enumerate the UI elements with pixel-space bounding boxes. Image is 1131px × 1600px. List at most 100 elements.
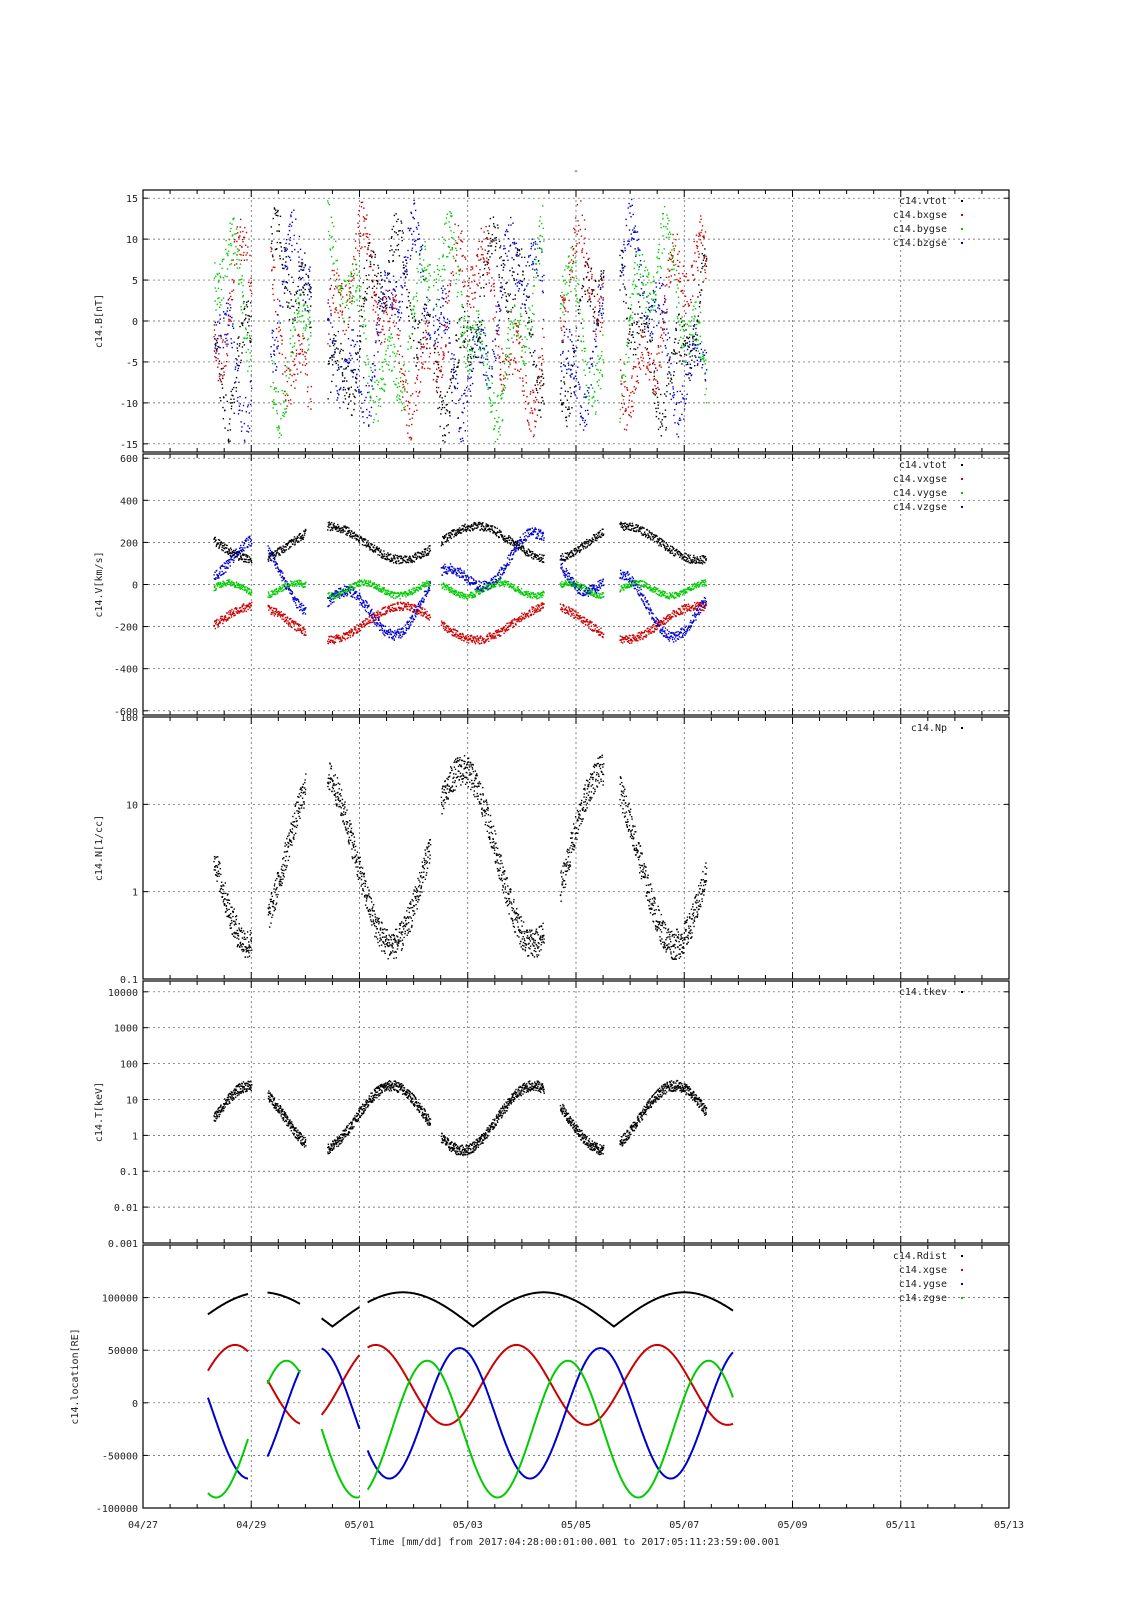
data-point — [237, 337, 239, 339]
y-tick-label: 0 — [132, 317, 138, 328]
data-point — [367, 391, 369, 394]
data-point — [403, 256, 406, 258]
data-point — [375, 275, 378, 278]
data-point — [278, 230, 281, 233]
data-point — [289, 239, 291, 242]
data-point — [338, 368, 340, 370]
data-point — [473, 335, 475, 337]
data-point — [666, 354, 668, 357]
data-point — [304, 252, 306, 254]
data-point — [664, 301, 666, 303]
data-point — [631, 334, 634, 336]
data-point — [395, 377, 398, 380]
data-point — [493, 285, 495, 288]
data-point — [562, 300, 564, 302]
data-point — [601, 374, 603, 376]
data-point — [238, 336, 240, 338]
data-point — [273, 279, 276, 281]
data-point — [240, 421, 242, 423]
data-point — [568, 368, 570, 370]
data-point — [621, 377, 623, 379]
data-point — [600, 312, 602, 315]
data-point — [448, 221, 450, 223]
data-point — [471, 347, 473, 350]
data-point — [667, 332, 669, 334]
data-point — [230, 580, 233, 583]
data-point — [594, 346, 597, 348]
data-point — [358, 233, 360, 235]
data-point — [653, 291, 655, 293]
data-point — [570, 376, 572, 378]
data-point — [662, 284, 664, 286]
data-point — [635, 366, 637, 368]
data-point — [338, 278, 341, 281]
data-point — [563, 364, 565, 366]
data-point — [658, 243, 660, 246]
data-point — [415, 226, 418, 229]
data-point — [577, 220, 579, 222]
data-point — [590, 277, 593, 280]
data-point — [591, 365, 594, 367]
data-point — [580, 406, 583, 408]
data-point — [487, 267, 490, 269]
data-point — [226, 550, 229, 553]
data-point — [563, 383, 566, 385]
data-point — [442, 254, 444, 256]
data-point — [247, 246, 249, 248]
data-point — [249, 606, 251, 608]
data-point — [243, 560, 246, 563]
data-point — [639, 368, 642, 370]
data-point — [508, 310, 510, 313]
data-point — [394, 383, 396, 385]
data-point — [411, 233, 413, 235]
data-point — [520, 335, 522, 337]
data-point — [582, 285, 585, 288]
data-point — [466, 358, 469, 361]
data-point — [403, 406, 405, 409]
data-point — [340, 285, 342, 288]
data-point — [645, 284, 647, 286]
data-point — [370, 256, 373, 259]
data-point — [281, 389, 283, 392]
data-point — [304, 300, 307, 303]
data-point — [597, 355, 599, 357]
data-point — [399, 398, 401, 401]
data-point — [641, 354, 644, 356]
data-point — [397, 249, 400, 251]
data-point — [452, 237, 454, 239]
data-point — [293, 345, 295, 347]
data-point — [416, 300, 419, 302]
data-point — [214, 300, 216, 302]
data-point — [406, 424, 408, 426]
data-point — [531, 312, 534, 315]
data-point — [427, 333, 429, 336]
data-point — [646, 269, 649, 271]
data-point — [343, 359, 346, 361]
data-point — [233, 217, 235, 219]
data-point — [500, 256, 502, 258]
data-point — [634, 341, 636, 343]
data-point — [295, 292, 298, 295]
data-point — [412, 309, 415, 311]
data-point — [693, 348, 695, 350]
data-point — [393, 298, 396, 301]
data-point — [241, 586, 244, 589]
data-point — [383, 389, 385, 391]
data-point — [373, 375, 376, 377]
data-point — [449, 226, 451, 228]
data-point — [634, 274, 636, 276]
data-point — [471, 370, 473, 372]
data-point — [520, 280, 522, 282]
data-point — [348, 396, 350, 398]
data-point — [229, 292, 231, 294]
data-point — [294, 294, 296, 296]
data-point — [594, 306, 596, 308]
data-point — [455, 334, 458, 336]
data-point — [653, 378, 656, 380]
data-point — [429, 334, 431, 336]
data-point — [310, 295, 312, 298]
data-point — [473, 292, 476, 294]
data-point — [289, 291, 291, 293]
data-point — [273, 208, 276, 210]
data-point — [538, 260, 540, 262]
